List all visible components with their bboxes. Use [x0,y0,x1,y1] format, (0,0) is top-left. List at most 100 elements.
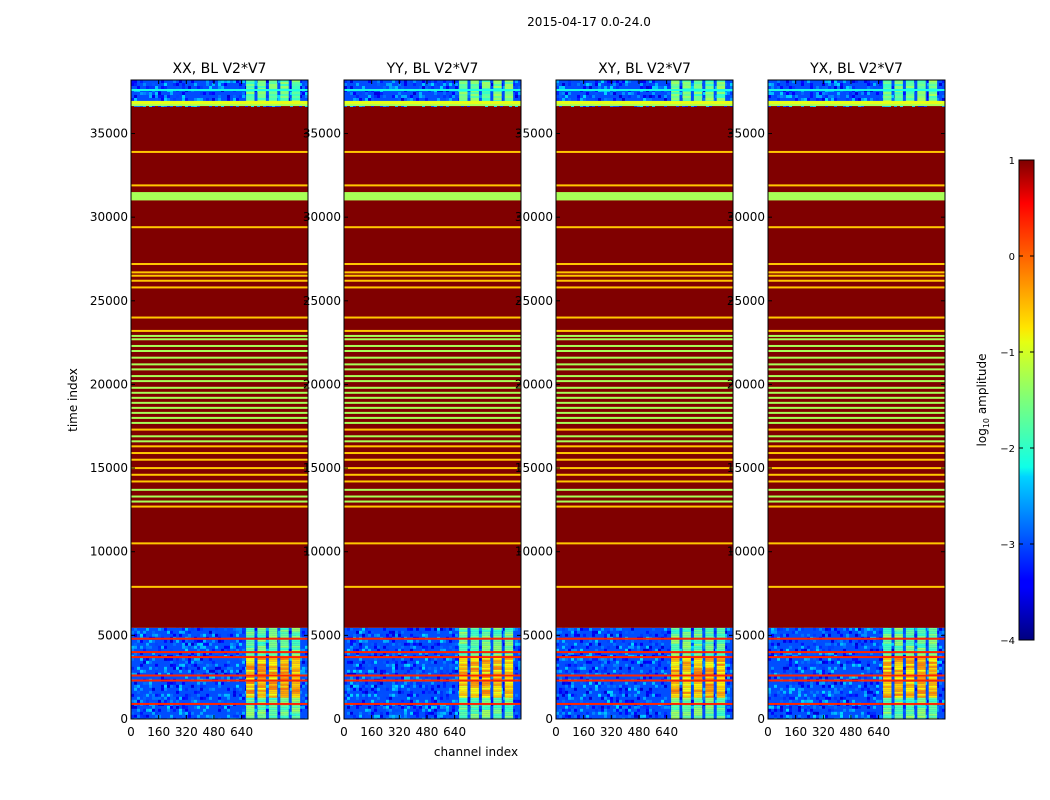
flag-line [768,344,945,347]
flag-line [768,505,945,508]
flag-line [131,263,308,266]
x-tick-label: 320 [175,725,198,739]
flag-line [344,334,521,337]
y-tick-label: 10000 [90,545,128,559]
flag-line [344,702,521,705]
flag-line [344,196,521,199]
colorbar-tick-label: −3 [1000,540,1015,551]
flag-line [556,396,733,399]
flag-line [344,386,521,389]
flag-line [556,416,733,419]
flag-line [556,651,733,654]
flag-line [131,440,308,443]
flag-line [131,396,308,399]
x-tick-label: 160 [360,725,383,739]
x-tick-label: 0 [340,725,348,739]
flag-line [768,286,945,289]
flag-line [344,329,521,332]
flag-line [131,274,308,277]
y-tick-label: 35000 [515,127,553,141]
flag-line [131,150,308,153]
flag-line [556,500,733,503]
flag-line [344,500,521,503]
flag-line [131,334,308,337]
y-tick-label: 25000 [515,294,553,308]
flag-line [556,334,733,337]
flag-line [131,375,308,378]
panel-yy: YY, BL V2*V7 0 5000 10000 15000 20000 25000 300… [303,61,522,739]
flag-line [768,500,945,503]
flag-line [768,396,945,399]
flag-line [768,495,945,498]
flag-line [556,380,733,383]
colorbar-tick-label: −4 [1000,636,1015,647]
flag-line [768,421,945,424]
y-tick-label: 35000 [727,127,765,141]
saturated-region [768,105,945,628]
x-tick-label: 0 [127,725,135,739]
colorbar-tick-label: 0 [1009,252,1015,263]
flag-line [556,150,733,153]
flag-band [131,100,308,106]
flag-line [344,428,521,431]
flag-line [131,286,308,289]
flag-line [556,226,733,229]
flag-line [556,542,733,545]
flag-line [556,391,733,394]
flag-line [768,150,945,153]
y-tick-label: 0 [545,712,553,726]
flag-line [768,279,945,282]
flag-line [768,435,945,438]
x-tick-label: 0 [552,725,560,739]
y-tick-label: 30000 [90,210,128,224]
flag-line [344,406,521,409]
flag-line [344,375,521,378]
flag-line [131,279,308,282]
x-tick-label: 320 [812,725,835,739]
flag-line [344,637,521,640]
flag-line [768,274,945,277]
flag-line [344,440,521,443]
flag-line [768,488,945,491]
flag-line [344,396,521,399]
y-tick-label: 15000 [515,461,553,475]
x-tick-label: 320 [600,725,623,739]
flag-line [131,196,308,199]
flag-line [131,411,308,414]
flag-line [344,674,521,677]
flag-line [131,380,308,383]
flag-line [131,368,308,371]
colorbar-tick-label: −2 [1000,444,1015,455]
heatmap-image [556,80,733,719]
y-tick-label: 5000 [522,628,553,642]
flag-line [556,316,733,319]
flag-line [556,338,733,341]
flag-line [768,375,945,378]
flag-line [768,338,945,341]
flag-line [131,585,308,588]
flag-line [344,316,521,319]
flag-line [131,445,308,448]
y-tick-label: 25000 [90,294,128,308]
y-tick-label: 25000 [727,294,765,308]
flag-line [344,271,521,274]
flag-line [768,329,945,332]
flag-line [131,651,308,654]
flag-line [768,542,945,545]
y-tick-label: 0 [120,712,128,726]
flag-line [131,271,308,274]
flag-line [768,263,945,266]
flag-line [131,674,308,677]
flag-line [131,421,308,424]
axes-frame [130,79,309,720]
flag-line [556,452,733,455]
flag-line [556,480,733,483]
flag-line [131,480,308,483]
flag-line [768,386,945,389]
flag-line [768,467,945,470]
y-tick-label: 20000 [303,377,341,391]
panel-title: YX, BL V2*V7 [809,61,903,77]
flag-line [556,495,733,498]
flag-line [556,104,733,107]
